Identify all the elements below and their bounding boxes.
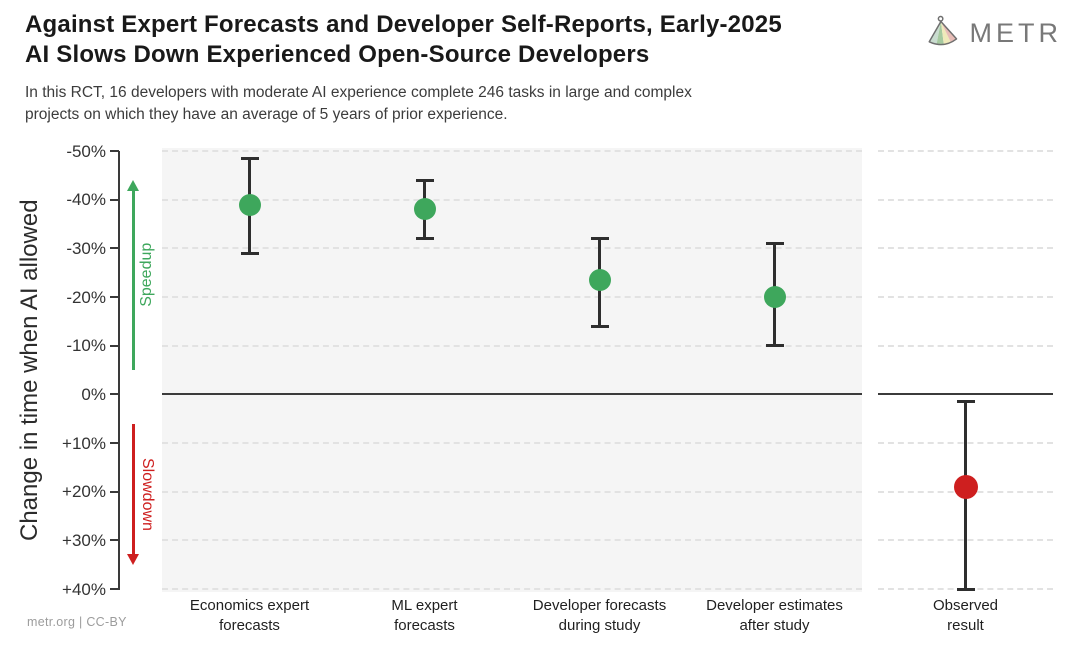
gridline bbox=[162, 198, 862, 201]
slowdown-label: Slowdown bbox=[139, 457, 156, 531]
error-bar-cap-top bbox=[240, 156, 259, 160]
gridline bbox=[162, 247, 862, 250]
metr-logo-icon bbox=[927, 15, 957, 46]
error-bar-cap-bottom bbox=[590, 324, 609, 328]
y-tick-label: -50% bbox=[66, 141, 106, 161]
gridline bbox=[162, 442, 862, 444]
metr-logo-text: METR bbox=[969, 17, 1062, 48]
error-bar-cap-bottom bbox=[956, 587, 975, 591]
gridline bbox=[878, 296, 1053, 298]
data-point bbox=[413, 198, 436, 221]
y-axis-line bbox=[118, 151, 120, 590]
arrowhead-icon bbox=[127, 180, 139, 192]
y-tick-mark bbox=[110, 588, 119, 590]
data-point bbox=[588, 268, 611, 291]
data-point bbox=[953, 474, 978, 499]
plot-panel-main bbox=[162, 148, 862, 592]
zero-gridline bbox=[878, 393, 1053, 396]
gridline bbox=[162, 296, 862, 298]
y-tick-label: +30% bbox=[62, 530, 106, 550]
y-tick-mark bbox=[110, 247, 119, 250]
y-tick-mark bbox=[110, 539, 119, 542]
y-tick-mark bbox=[110, 344, 119, 347]
speedup-label: Speedup bbox=[138, 243, 155, 308]
gridline bbox=[162, 150, 862, 152]
error-bar-cap-top bbox=[765, 241, 784, 245]
page-title: Against Expert Forecasts and Developer S… bbox=[25, 11, 782, 68]
y-tick-mark bbox=[110, 150, 119, 152]
y-tick-label: -20% bbox=[66, 287, 106, 307]
gridline bbox=[162, 344, 862, 347]
y-tick-label: +10% bbox=[62, 433, 106, 453]
error-bar-cap-top bbox=[590, 237, 609, 241]
x-axis-label: Developer estimates after study bbox=[706, 597, 843, 634]
error-bar-cap-top bbox=[415, 178, 434, 182]
gridline bbox=[162, 588, 862, 590]
y-tick-mark bbox=[110, 393, 119, 396]
y-tick-label: +20% bbox=[62, 482, 106, 502]
gridline bbox=[878, 247, 1053, 250]
error-bar-cap-top bbox=[956, 400, 975, 404]
zero-gridline bbox=[162, 393, 862, 396]
error-bar-cap-bottom bbox=[765, 344, 784, 348]
gridline bbox=[878, 198, 1053, 201]
y-tick-label: -40% bbox=[66, 190, 106, 210]
gridline bbox=[878, 150, 1053, 152]
data-point bbox=[238, 193, 261, 216]
attribution: metr.org | CC-BY bbox=[27, 615, 127, 629]
y-tick-mark bbox=[110, 296, 119, 298]
error-bar-cap-bottom bbox=[415, 237, 434, 241]
speedup-arrow-icon bbox=[127, 180, 139, 370]
x-axis-label: ML expert forecasts bbox=[391, 597, 458, 634]
chart-subtitle: In this RCT, 16 developers with moderate… bbox=[25, 84, 692, 123]
error-bar-cap-bottom bbox=[240, 251, 259, 255]
arrow-shaft bbox=[131, 189, 135, 370]
data-point bbox=[763, 286, 786, 308]
y-axis-title: Change in time when AI allowed bbox=[16, 199, 43, 541]
y-tick-mark bbox=[110, 442, 119, 444]
x-axis-label: Economics expert forecasts bbox=[189, 597, 310, 634]
y-tick-label: 0% bbox=[81, 384, 106, 404]
y-tick-mark bbox=[110, 490, 119, 493]
x-axis-label: Observed result bbox=[932, 597, 999, 634]
gridline bbox=[878, 344, 1053, 347]
y-tick-label: +40% bbox=[62, 579, 106, 599]
arrow-shaft bbox=[131, 423, 135, 556]
arrowhead-icon bbox=[127, 553, 139, 565]
x-axis-label: Developer forecasts during study bbox=[532, 597, 667, 634]
y-tick-mark bbox=[110, 198, 119, 201]
y-tick-label: -10% bbox=[66, 336, 106, 356]
metr-logo: METR bbox=[923, 15, 1063, 51]
gridline bbox=[162, 490, 862, 493]
y-tick-label: -30% bbox=[66, 238, 106, 258]
slowdown-arrow-icon bbox=[127, 423, 139, 565]
gridline bbox=[162, 539, 862, 542]
